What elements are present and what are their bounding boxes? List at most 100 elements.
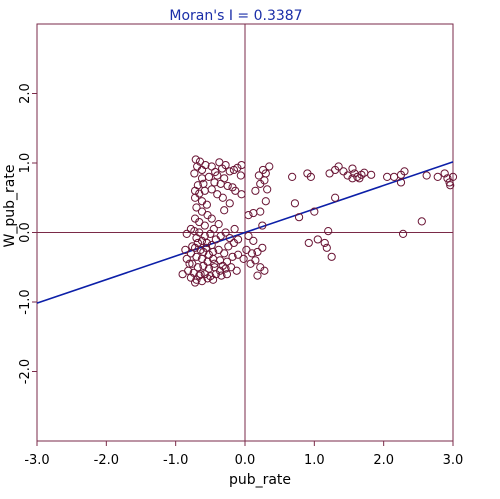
regression-line [36, 161, 454, 304]
scatter-point [256, 207, 265, 216]
scatter-point [232, 266, 241, 275]
scatter-point [261, 169, 270, 178]
scatter-point [178, 270, 187, 279]
scatter-point [353, 172, 362, 181]
scatter-point [249, 236, 258, 245]
y-tick-label: 1.0 [18, 153, 33, 174]
scatter-point [223, 181, 232, 191]
scatter-point [200, 270, 209, 279]
scatter-point [294, 213, 304, 222]
scatter-point [258, 243, 267, 252]
scatter-point [217, 271, 226, 280]
scatter-point [310, 207, 319, 216]
x-tick-label: 1.0 [304, 453, 325, 468]
scatter-point [218, 261, 227, 270]
scatter-point [221, 264, 230, 273]
scatter-point [233, 163, 242, 172]
scatter-point [396, 178, 406, 187]
scatter-point [448, 172, 458, 181]
scatter-point [182, 254, 191, 264]
scatter-point [185, 259, 194, 268]
x-axis-label: pub_rate [229, 472, 291, 488]
scatter-point [433, 172, 442, 181]
scatter-point [186, 273, 196, 282]
y-tick-label: 2.0 [18, 83, 33, 104]
y-axis-label: W_pub_rate [2, 165, 18, 248]
scatter-point [216, 231, 225, 241]
scatter-point [193, 263, 202, 272]
scatter-point [204, 250, 214, 259]
scatter-point [251, 256, 260, 265]
scatter-point [218, 193, 227, 202]
scatter-point [192, 252, 201, 261]
scatter-point [201, 160, 210, 170]
scatter-point [320, 238, 329, 248]
scatter-point [197, 165, 207, 175]
scatter-point [260, 266, 269, 275]
scatter-point [400, 167, 409, 176]
scatter-point [367, 170, 376, 179]
scatter-point [334, 162, 343, 171]
scatter-point [202, 243, 211, 252]
x-tick-label: 0.0 [235, 453, 256, 468]
scatter-point [253, 271, 262, 280]
chart-title: Moran's I = 0.3387 [169, 8, 302, 24]
scatter-point [196, 245, 205, 254]
scatter-point [422, 171, 431, 180]
scatter-point [304, 238, 313, 248]
scatter-point [191, 155, 200, 164]
scatter-point [265, 162, 274, 171]
scatter-point [222, 270, 232, 279]
scatter-point [202, 200, 211, 209]
scatter-point [193, 238, 202, 248]
scatter-point [220, 206, 229, 215]
scatter-point [206, 229, 215, 238]
scatter-point [236, 171, 245, 180]
scatter-point [244, 231, 253, 241]
scatter-point [327, 252, 336, 261]
x-tick-label: -1.0 [163, 453, 188, 468]
x-tick-label: -3.0 [24, 453, 49, 468]
scatter-point [258, 221, 267, 230]
scatter-point [417, 217, 426, 226]
y-tick-label: -1.0 [18, 289, 33, 314]
scatter-point [225, 233, 234, 243]
scatter-point [389, 172, 399, 181]
scatter-point [207, 185, 216, 194]
scatter-point [306, 172, 315, 181]
scatter-point [261, 197, 270, 206]
scatter-point [446, 181, 455, 190]
scatter-point [203, 257, 212, 266]
scatter-point [290, 199, 300, 208]
scatter-point [231, 186, 240, 195]
scatter-point [348, 174, 357, 183]
scatter-point [200, 221, 209, 230]
scatter-point [225, 167, 234, 176]
scatter-point [213, 171, 222, 180]
x-tick-label: 3.0 [443, 453, 464, 468]
scatter-point [214, 220, 223, 229]
scatter-point [190, 278, 200, 287]
scatter-point [244, 211, 253, 220]
scatter-point [443, 174, 452, 183]
scatter-point [251, 186, 260, 195]
scatter-point [204, 172, 214, 181]
scatter-point [233, 235, 243, 244]
scatter-point [182, 229, 191, 238]
scatter-point [197, 197, 207, 206]
scatter-point [197, 236, 207, 245]
scatter-point [204, 264, 214, 273]
scatter-point [233, 250, 243, 259]
scatter-point [220, 249, 229, 258]
scatter-point [203, 274, 212, 283]
scatter-point [230, 224, 239, 234]
scatter-point [313, 235, 322, 244]
scatter-point [186, 224, 196, 234]
scatter-point [202, 238, 211, 248]
scatter-point [288, 172, 297, 181]
scatter-point [207, 214, 216, 223]
scatter-point [239, 254, 248, 264]
scatter-point [196, 270, 205, 279]
scatter-point [348, 164, 357, 173]
